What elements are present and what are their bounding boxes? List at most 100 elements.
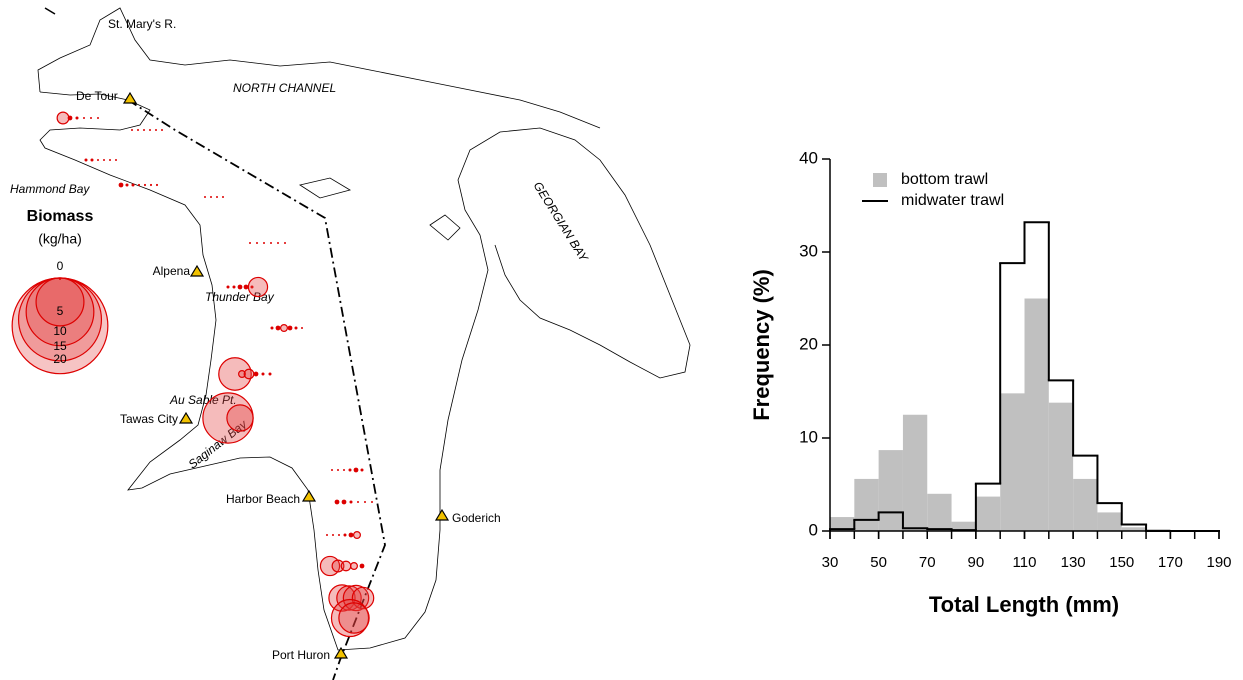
area-label: Au Sable Pt. bbox=[169, 393, 237, 407]
biomass-bubble bbox=[328, 584, 356, 612]
biomass-bubble bbox=[340, 560, 352, 572]
biomass-bubble bbox=[275, 325, 281, 331]
biomass-bubble bbox=[247, 276, 269, 298]
biomass-bubble bbox=[237, 284, 243, 290]
biomass-bubble bbox=[131, 183, 135, 187]
biomass-bubble bbox=[56, 111, 70, 125]
biomass-bubble bbox=[155, 129, 157, 131]
biomass-bubble bbox=[301, 327, 303, 329]
histogram-bar bbox=[975, 496, 1001, 531]
biomass-bubble bbox=[294, 326, 298, 330]
biomass-bubble bbox=[109, 159, 111, 161]
biomass-bubble bbox=[359, 563, 365, 569]
biomass-bubble bbox=[143, 183, 147, 187]
x-tick-label: 110 bbox=[1013, 554, 1037, 571]
biomass-bubble bbox=[90, 117, 92, 119]
biomass-bubble bbox=[131, 129, 133, 131]
biomass-bubble bbox=[226, 404, 254, 432]
biomass-bubble bbox=[337, 469, 339, 471]
legend-size-label: 5 bbox=[57, 304, 64, 318]
biomass-bubble bbox=[103, 159, 105, 161]
place-label: Tawas City bbox=[120, 412, 178, 426]
biomass-bubble bbox=[341, 499, 347, 505]
biomass-bubble bbox=[155, 183, 159, 187]
place-label: Alpena bbox=[153, 264, 191, 278]
legend-title: Biomass bbox=[27, 208, 94, 225]
biomass-bubble bbox=[261, 372, 265, 376]
biomass-bubble bbox=[115, 159, 117, 161]
legend-size-label: 15 bbox=[53, 339, 67, 353]
legend-swatch bbox=[873, 173, 887, 187]
coastline bbox=[37, 7, 691, 680]
biomass-bubble bbox=[243, 284, 249, 290]
biomass-bubble bbox=[210, 196, 212, 198]
histogram-bar bbox=[951, 521, 976, 531]
biomass-bubble bbox=[226, 285, 230, 289]
biomass-bubble bbox=[334, 499, 340, 505]
y-axis-title: Frequency (%) bbox=[749, 269, 774, 421]
biomass-bubble bbox=[270, 242, 272, 244]
biomass-bubble bbox=[287, 325, 293, 331]
biomass-bubble bbox=[348, 532, 354, 538]
place-label: Harbor Beach bbox=[226, 492, 300, 506]
biomass-bubble bbox=[253, 371, 259, 377]
biomass-bubble bbox=[143, 129, 145, 131]
biomass-bubble bbox=[336, 585, 362, 611]
biomass-bubble bbox=[232, 285, 236, 289]
biomass-bubble bbox=[83, 117, 85, 119]
biomass-bubble bbox=[277, 242, 279, 244]
biomass-bubble bbox=[90, 158, 94, 162]
histogram-bar bbox=[1097, 512, 1122, 531]
place-label: St. Mary's R. bbox=[108, 17, 176, 31]
x-tick-label: 150 bbox=[1109, 554, 1134, 571]
place-label: Goderich bbox=[452, 511, 501, 525]
place-label: De Tour bbox=[76, 89, 118, 103]
histogram-bar bbox=[1121, 527, 1147, 531]
biomass-bubble bbox=[67, 115, 73, 121]
biomass-bubble bbox=[97, 159, 99, 161]
biomass-bubble bbox=[256, 242, 258, 244]
biomass-bubble bbox=[350, 562, 358, 570]
biomass-bubble bbox=[348, 468, 352, 472]
histogram-bar bbox=[1024, 298, 1049, 531]
area-label: Hammond Bay bbox=[10, 182, 90, 196]
area-label: Thunder Bay bbox=[205, 290, 275, 304]
biomass-bubble bbox=[371, 501, 373, 503]
histogram-bar bbox=[902, 414, 928, 531]
y-tick-label: 40 bbox=[799, 148, 818, 167]
biomass-bubble bbox=[360, 468, 364, 472]
legend-unit: (kg/ha) bbox=[38, 231, 82, 247]
x-tick-label: 50 bbox=[870, 554, 887, 571]
biomass-bubble bbox=[249, 242, 251, 244]
biomass-bubble bbox=[270, 326, 274, 330]
area-label: NORTH CHANNEL bbox=[233, 81, 336, 95]
town-markers bbox=[122, 91, 450, 659]
histogram-bar bbox=[830, 517, 855, 531]
x-tick-label: 70 bbox=[919, 554, 936, 571]
biomass-bubble bbox=[137, 129, 139, 131]
histogram-bar bbox=[1048, 402, 1074, 531]
biomass-bubble bbox=[75, 116, 79, 120]
biomass-bubble bbox=[250, 285, 254, 289]
place-label: Port Huron bbox=[272, 648, 330, 662]
biomass-bubble bbox=[204, 196, 206, 198]
y-tick-label: 10 bbox=[799, 427, 818, 446]
x-tick-label: 170 bbox=[1158, 554, 1183, 571]
legend-size-label: 0 bbox=[57, 259, 64, 273]
biomass-bubble bbox=[222, 196, 224, 198]
biomass-bubble bbox=[97, 117, 99, 119]
biomass-bubble bbox=[137, 183, 141, 187]
biomass-bubble bbox=[216, 196, 218, 198]
biomass-bubble bbox=[125, 183, 129, 187]
histogram-bar bbox=[1073, 478, 1098, 531]
biomass-bubble bbox=[353, 531, 361, 539]
biomass-bubble bbox=[280, 324, 288, 332]
biomass-bubble bbox=[349, 500, 353, 504]
biomass-bubble bbox=[218, 357, 252, 391]
biomass-bubble bbox=[326, 534, 328, 536]
histogram-bar bbox=[878, 450, 903, 531]
y-tick-label: 30 bbox=[799, 241, 818, 260]
legend-label: bottom trawl bbox=[901, 171, 988, 188]
biomass-bubble bbox=[332, 534, 334, 536]
